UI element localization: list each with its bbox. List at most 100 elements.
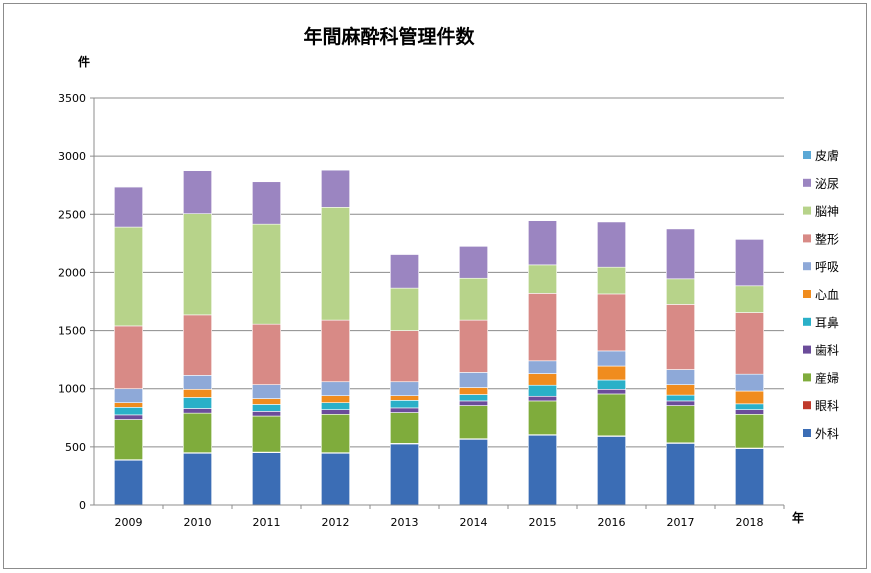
x-tick-label: 2010 [184, 516, 212, 529]
chart-title: 年間麻酔科管理件数 [303, 25, 475, 48]
legend-swatch [803, 429, 811, 437]
bar-segment [321, 409, 350, 415]
bar-segment [252, 384, 281, 399]
legend-swatch [803, 262, 811, 271]
legend-label: 眼科 [815, 399, 839, 413]
bar-segment [597, 379, 626, 390]
bar-segment [183, 452, 212, 506]
legend-label: 泌尿 [815, 177, 839, 191]
y-tick-label: 500 [65, 441, 86, 454]
axes [93, 98, 785, 509]
bar-segment [459, 277, 488, 321]
bar-segment [114, 388, 143, 403]
bar-segment [114, 325, 143, 390]
x-axis-unit: 年 [792, 510, 804, 525]
bar-segment [459, 245, 488, 279]
bar-segment [390, 381, 419, 396]
legend-label: 皮膚 [815, 148, 839, 163]
y-tick-label: 1500 [58, 325, 86, 338]
bar-segment [459, 400, 488, 406]
bar-segment [390, 412, 419, 444]
bar-segment [528, 395, 557, 402]
bar-segment [459, 245, 488, 247]
x-tick-label: 2015 [529, 516, 557, 529]
x-tick-label: 2012 [322, 516, 350, 529]
x-tick-labels: 2009 2010 2011 2012 2013 2014 2015 2016 2017 2018 [115, 516, 764, 529]
bar-segment [114, 186, 143, 228]
legend-label: 外科 [815, 427, 839, 441]
bar-segment [321, 381, 350, 396]
x-tick-label: 2009 [115, 516, 143, 529]
bar-segment [252, 452, 281, 506]
bar-segment [735, 373, 764, 392]
bar-segment [390, 287, 419, 331]
y-tick-label: 3000 [58, 150, 86, 163]
legend-swatch [803, 373, 811, 382]
bar-segment [252, 180, 281, 183]
bar-segment [666, 278, 695, 305]
bar-segment [459, 387, 488, 395]
x-tick-label: 2018 [736, 516, 764, 529]
bar-segment [321, 413, 350, 453]
legend-label: 脳神 [815, 205, 839, 219]
bar-segment [597, 293, 626, 352]
legend-swatch [803, 234, 811, 243]
bar-segment [183, 170, 212, 215]
bar-segment [390, 395, 419, 401]
bar-segment [114, 186, 143, 188]
bar-segment [597, 350, 626, 367]
legend-label: 歯科 [815, 344, 839, 358]
bar-segment [459, 438, 488, 506]
bar-segment [183, 388, 212, 398]
bar-segment [390, 253, 419, 255]
bar-segment [597, 221, 626, 268]
bar-segment [183, 213, 212, 316]
bar-segment [183, 314, 212, 376]
bars [114, 169, 764, 506]
bar-segment [735, 285, 764, 313]
bar-segment [114, 407, 143, 416]
legend-swatch [803, 178, 811, 187]
bar-segment [528, 220, 557, 266]
bar-segment [528, 360, 557, 374]
y-tick-label: 0 [79, 499, 86, 512]
y-tick-labels: 0 500 1000 1500 2000 2500 3000 3500 [58, 92, 86, 512]
y-tick-label: 1000 [58, 383, 86, 396]
bar-segment [252, 411, 281, 417]
bar-segment [528, 400, 557, 435]
legend-swatch [803, 290, 811, 298]
legend-label: 呼吸 [815, 260, 839, 274]
bar-segment [390, 330, 419, 383]
bar-segment [252, 223, 281, 325]
x-tick-label: 2016 [598, 516, 626, 529]
bar-segment [735, 238, 764, 287]
bar-segment [735, 409, 764, 415]
bar-segment [114, 402, 143, 408]
bar-segment [597, 393, 626, 437]
bar-segment [666, 405, 695, 444]
legend-label: 心血 [815, 288, 839, 302]
legend-label: 耳鼻 [815, 315, 839, 330]
x-tick-label: 2013 [391, 516, 419, 529]
bar-segment [252, 181, 281, 225]
bar-segment [459, 372, 488, 388]
bar-segment [666, 394, 695, 402]
y-axis-unit: 件 [78, 54, 90, 69]
bar-segment [459, 394, 488, 402]
bar-segment [735, 448, 764, 506]
bar-segment [183, 397, 212, 409]
bar-segment [528, 219, 557, 221]
legend-label: 産婦 [815, 370, 839, 385]
bar-segment [252, 415, 281, 453]
bar-segment [183, 412, 212, 453]
bar-segment [459, 319, 488, 373]
bar-segment [114, 414, 143, 420]
bar-segment [597, 388, 626, 395]
bar-segment [321, 395, 350, 403]
bar-segment [528, 384, 557, 397]
bar-segment [390, 400, 419, 409]
y-tick-label: 2500 [58, 208, 86, 221]
bar-segment [597, 365, 626, 381]
y-tick-label: 2000 [58, 266, 86, 279]
